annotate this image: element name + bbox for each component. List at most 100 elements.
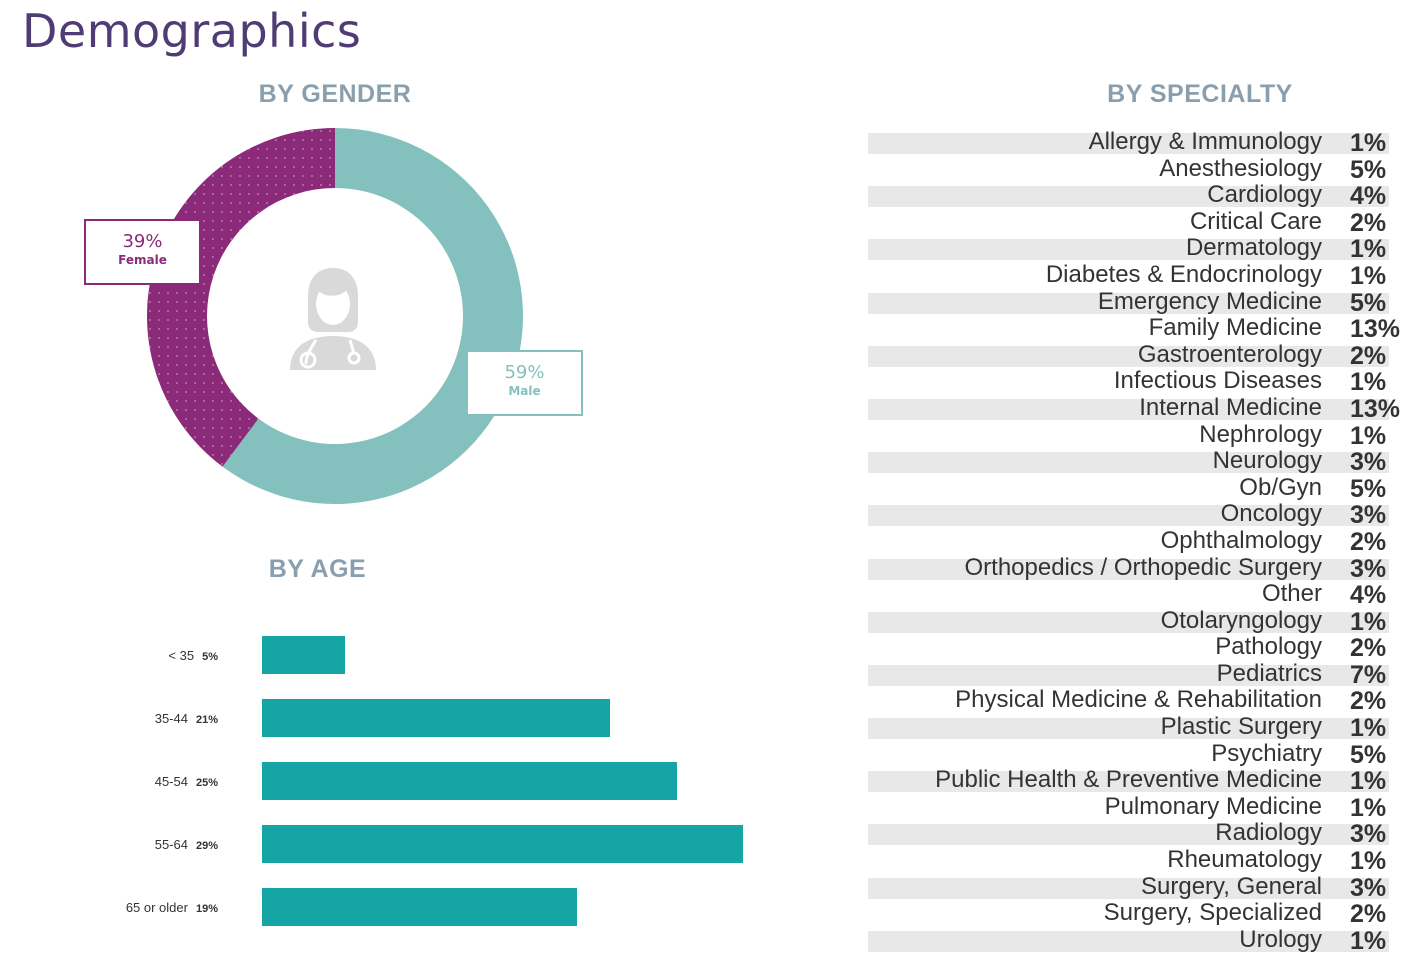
specialty-row: Ophthalmology 2%: [868, 526, 1414, 556]
row-stripe: [868, 186, 1389, 208]
age-category: 55-64: [154, 837, 188, 852]
age-row: 45-54 25%: [0, 762, 760, 802]
specialty-row: Emergency Medicine 5%: [868, 288, 1414, 316]
age-bar: [262, 636, 345, 674]
specialty-name: Oncology: [1220, 500, 1322, 528]
specialty-name: Rheumatology: [1167, 846, 1322, 874]
specialty-name: Ophthalmology: [1160, 526, 1322, 554]
specialty-name: Surgery, General: [1141, 872, 1322, 900]
female-callout: 39% Female: [84, 219, 201, 285]
specialty-row: Cardiology 4%: [868, 181, 1414, 211]
specialty-row: Infectious Diseases 1%: [868, 367, 1414, 397]
specialty-pct: 1%: [1350, 607, 1387, 636]
age-pct: 29%: [195, 840, 218, 852]
specialty-name: Ob/Gyn: [1239, 473, 1322, 501]
specialty-row: Gastroenterology 2%: [868, 340, 1414, 370]
specialty-pct: 1%: [1350, 261, 1387, 290]
specialty-name: Anesthesiology: [1159, 154, 1322, 182]
specialty-pct: 1%: [1350, 767, 1387, 796]
age-category: 45-54: [154, 774, 188, 789]
row-stripe: [868, 718, 1389, 740]
age-label: 55-64 29%: [155, 837, 218, 852]
specialty-row: Dermatology 1%: [868, 234, 1414, 263]
specialty-name: Infectious Diseases: [1113, 367, 1322, 395]
specialty-name: Other: [1261, 580, 1322, 608]
age-label: 35-44 21%: [155, 711, 218, 726]
specialty-row: Ob/Gyn 5%: [868, 473, 1414, 503]
specialty-pct: 13%: [1350, 394, 1401, 423]
specialty-row: Other 4%: [868, 580, 1414, 610]
specialty-name: Diabetes & Endocrinology: [1045, 260, 1322, 288]
specialty-name: Cardiology: [1207, 181, 1322, 209]
specialty-row: Otolaryngology 1%: [868, 607, 1414, 636]
age-row: 65 or older 19%: [0, 888, 760, 928]
row-stripe: [868, 558, 1389, 580]
specialty-row: Surgery, Specialized 2%: [868, 899, 1414, 929]
specialty-pct: 3%: [1350, 448, 1387, 477]
age-pct: 21%: [195, 714, 218, 726]
specialty-row: Family Medicine 13%: [868, 314, 1414, 343]
specialty-name: Neurology: [1212, 447, 1322, 475]
gender-heading: BY GENDER: [258, 80, 412, 108]
age-bar: [262, 762, 677, 800]
specialty-row: Nephrology 1%: [868, 420, 1414, 450]
row-stripe: [868, 292, 1389, 314]
age-bar: [262, 825, 743, 863]
specialty-name: Allergy & Immunology: [1088, 128, 1322, 155]
specialty-row: Surgery, General 3%: [868, 872, 1414, 902]
age-bar: [262, 699, 611, 737]
row-stripe: [868, 133, 1389, 154]
specialty-row: Radiology 3%: [868, 819, 1414, 849]
specialty-name: Gastroenterology: [1137, 340, 1322, 368]
age-category: < 35: [168, 648, 195, 663]
row-stripe: [868, 452, 1389, 474]
specialty-row: Critical Care 2%: [868, 207, 1414, 237]
row-stripe: [868, 664, 1389, 686]
doctor-avatar-icon: [290, 268, 376, 370]
specialty-row: Pediatrics 7%: [868, 660, 1414, 689]
specialty-name: Pathology: [1215, 633, 1322, 661]
row-stripe: [868, 345, 1389, 367]
specialty-row: Orthopedics / Orthopedic Surgery 3%: [868, 554, 1414, 582]
specialty-row: Urology 1%: [868, 926, 1414, 954]
specialty-row: Rheumatology 1%: [868, 846, 1414, 875]
specialty-pct: 4%: [1350, 182, 1387, 211]
age-row: < 35 5%: [0, 636, 760, 676]
female-slice-texture: [147, 128, 335, 467]
specialty-name: Family Medicine: [1148, 314, 1322, 342]
age-heading: BY AGE: [268, 555, 367, 583]
specialty-pct: 3%: [1350, 873, 1387, 902]
age-row: 55-64 29%: [0, 825, 760, 865]
specialty-pct: 1%: [1350, 421, 1387, 450]
specialty-pct: 4%: [1350, 581, 1387, 610]
specialty-name: Physical Medicine & Rehabilitation: [955, 686, 1322, 714]
age-row: 35-44 21%: [0, 699, 760, 739]
age-label: 45-54 25%: [155, 774, 218, 789]
specialty-name: Critical Care: [1189, 207, 1322, 235]
row-stripe: [868, 398, 1389, 420]
specialty-row: Internal Medicine 13%: [868, 393, 1414, 423]
specialty-name: Internal Medicine: [1139, 393, 1322, 421]
specialty-pct: 1%: [1350, 368, 1387, 397]
specialty-name: Radiology: [1215, 819, 1322, 847]
specialty-pct: 3%: [1350, 820, 1387, 849]
male-pct: 59%: [504, 362, 545, 383]
specialty-pct: 2%: [1350, 900, 1387, 929]
specialty-list: Allergy & Immunology 1% Anesthesiology 5% Ca…: [868, 128, 1414, 954]
specialty-pct: 5%: [1350, 740, 1387, 769]
age-pct: 5%: [202, 651, 218, 663]
specialty-name: Dermatology: [1185, 234, 1322, 262]
specialty-pct: 7%: [1350, 660, 1387, 689]
specialty-pct: 2%: [1350, 341, 1387, 370]
specialty-pct: 2%: [1350, 208, 1387, 237]
page-title: Demographics: [22, 4, 362, 58]
specialty-pct: 5%: [1350, 155, 1387, 184]
specialty-row: Anesthesiology 5%: [868, 154, 1414, 184]
specialty-name: Surgery, Specialized: [1103, 899, 1322, 927]
specialty-heading: BY SPECIALTY: [1107, 80, 1293, 108]
specialty-row: Pulmonary Medicine 1%: [868, 793, 1414, 822]
specialty-pct: 5%: [1350, 474, 1387, 503]
specialty-name: Nephrology: [1199, 420, 1322, 448]
age-label: < 35 5%: [168, 648, 218, 663]
specialty-row: Neurology 3%: [868, 447, 1414, 477]
